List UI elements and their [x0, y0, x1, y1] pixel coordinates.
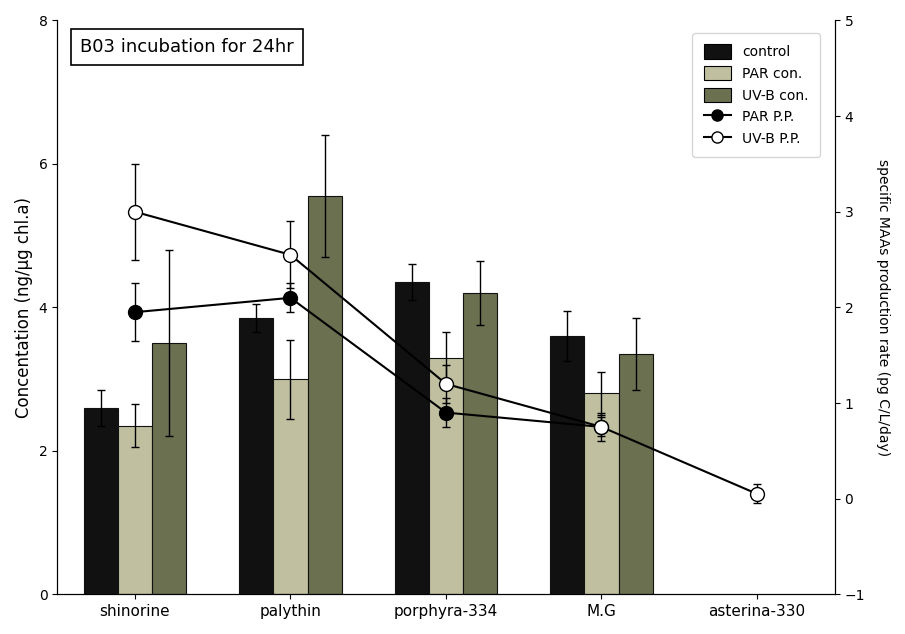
Bar	[308, 196, 342, 594]
PAR P.P.	[596, 423, 607, 430]
Y-axis label: specific MAAs production rate (pg C/L/day): specific MAAs production rate (pg C/L/da…	[876, 159, 890, 456]
Bar	[273, 379, 308, 594]
Text: B03 incubation for 24hr: B03 incubation for 24hr	[81, 37, 294, 56]
Bar	[550, 336, 585, 594]
Bar	[585, 394, 619, 594]
UV-B P.P.	[285, 251, 296, 259]
UV-B P.P.	[129, 208, 140, 216]
Bar	[619, 354, 653, 594]
Bar	[152, 343, 186, 594]
Bar	[429, 358, 463, 594]
Bar	[395, 282, 429, 594]
Bar	[83, 408, 118, 594]
UV-B P.P.	[596, 423, 607, 430]
Legend: control, PAR con., UV-B con., PAR P.P., UV-B P.P.: control, PAR con., UV-B con., PAR P.P., …	[692, 33, 820, 157]
PAR P.P.	[441, 409, 452, 417]
Line: PAR P.P.: PAR P.P.	[128, 291, 608, 434]
Bar	[463, 293, 497, 594]
UV-B P.P.	[751, 490, 762, 498]
Y-axis label: Concentation (ng/µg chl.a): Concentation (ng/µg chl.a)	[15, 197, 33, 418]
PAR P.P.	[285, 294, 296, 302]
Bar	[118, 425, 152, 594]
Line: UV-B P.P.: UV-B P.P.	[128, 205, 764, 501]
Bar	[239, 318, 273, 594]
PAR P.P.	[129, 308, 140, 316]
UV-B P.P.	[441, 380, 452, 388]
